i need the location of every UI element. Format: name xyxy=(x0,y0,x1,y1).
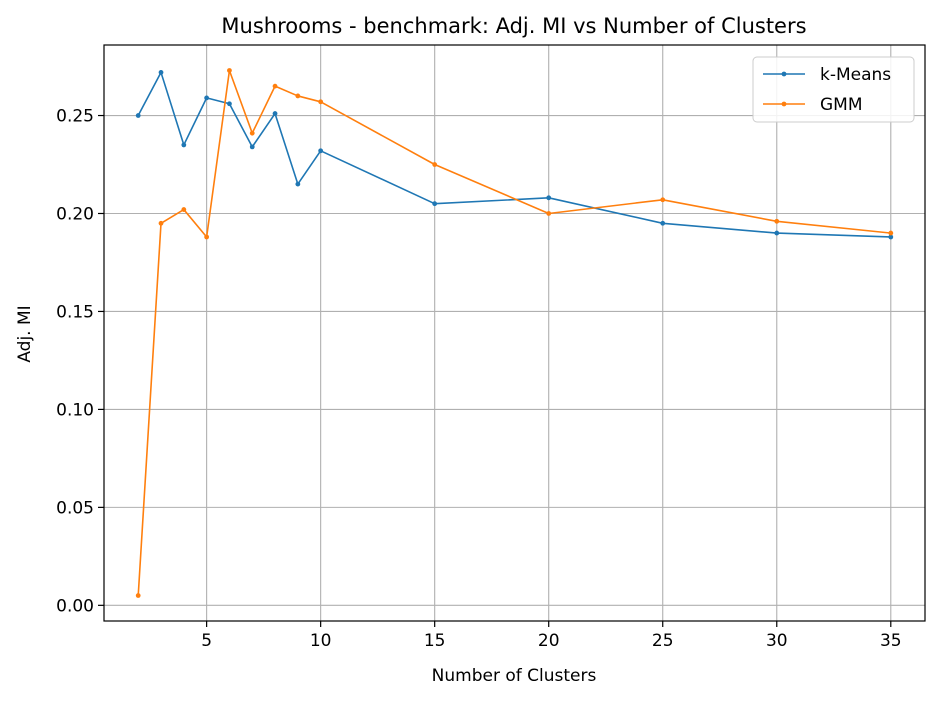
data-point-k-means xyxy=(204,95,210,101)
data-point-gmm xyxy=(318,99,324,105)
data-point-gmm xyxy=(249,130,255,136)
data-point-k-means xyxy=(774,230,780,236)
x-axis-label: Number of Clusters xyxy=(432,666,597,686)
grid xyxy=(104,45,925,621)
y-axis-label: Adj. MI xyxy=(15,305,35,362)
plot-frame xyxy=(103,44,926,622)
data-point-gmm xyxy=(204,234,210,240)
data-point-gmm xyxy=(774,218,780,224)
chart-title: Mushrooms - benchmark: Adj. MI vs Number… xyxy=(221,14,806,38)
y-tick-label: 0.10 xyxy=(56,400,94,420)
y-tick-label: 0.05 xyxy=(56,498,94,518)
data-point-k-means xyxy=(181,142,187,148)
data-point-gmm xyxy=(181,207,187,212)
data-point-k-means xyxy=(227,101,232,107)
x-tick-label: 25 xyxy=(652,631,674,651)
y-tick-label: 0.25 xyxy=(56,107,94,127)
data-point-gmm xyxy=(660,197,666,203)
data-point-gmm xyxy=(546,211,552,216)
legend-gmm-marker xyxy=(781,101,787,107)
x-tick-label: 10 xyxy=(310,631,332,651)
y-tick-label: 0.00 xyxy=(56,596,94,616)
data-point-gmm xyxy=(227,68,232,73)
legend: k-Means GMM xyxy=(752,56,915,123)
data-point-k-means xyxy=(660,220,666,226)
plot-series xyxy=(135,68,894,598)
data-point-k-means xyxy=(432,201,438,207)
legend-kmeans-marker xyxy=(781,71,787,77)
x-tick-label: 15 xyxy=(424,631,446,651)
x-tick-label: 20 xyxy=(538,631,560,651)
data-point-k-means xyxy=(135,113,141,118)
data-point-k-means xyxy=(249,144,255,150)
y-tick-label: 0.20 xyxy=(56,204,94,224)
series-line-gmm xyxy=(137,69,891,596)
data-point-k-means xyxy=(318,148,324,154)
legend-kmeans-label: k-Means xyxy=(820,65,891,85)
data-point-k-means xyxy=(546,195,552,201)
x-tick-label: 5 xyxy=(201,631,212,651)
data-point-k-means xyxy=(272,111,278,116)
y-tick-label: 0.15 xyxy=(56,302,94,322)
data-point-k-means xyxy=(158,70,164,75)
data-point-gmm xyxy=(272,83,278,89)
data-point-gmm xyxy=(888,230,894,236)
legend-gmm-label: GMM xyxy=(820,95,863,115)
axes: 5 10 15 20 25 30 35 0.00 0.05 0.10 0.15 0.20 0.25 xyxy=(56,44,926,651)
data-point-gmm xyxy=(432,162,438,167)
series-line-k-means xyxy=(137,71,891,238)
data-point-k-means xyxy=(888,234,894,240)
data-point-gmm xyxy=(158,220,164,226)
data-point-k-means xyxy=(295,181,301,187)
data-point-gmm xyxy=(135,593,141,598)
x-tick-label: 30 xyxy=(766,631,788,651)
data-point-gmm xyxy=(295,93,301,99)
x-tick-label: 35 xyxy=(880,631,902,651)
